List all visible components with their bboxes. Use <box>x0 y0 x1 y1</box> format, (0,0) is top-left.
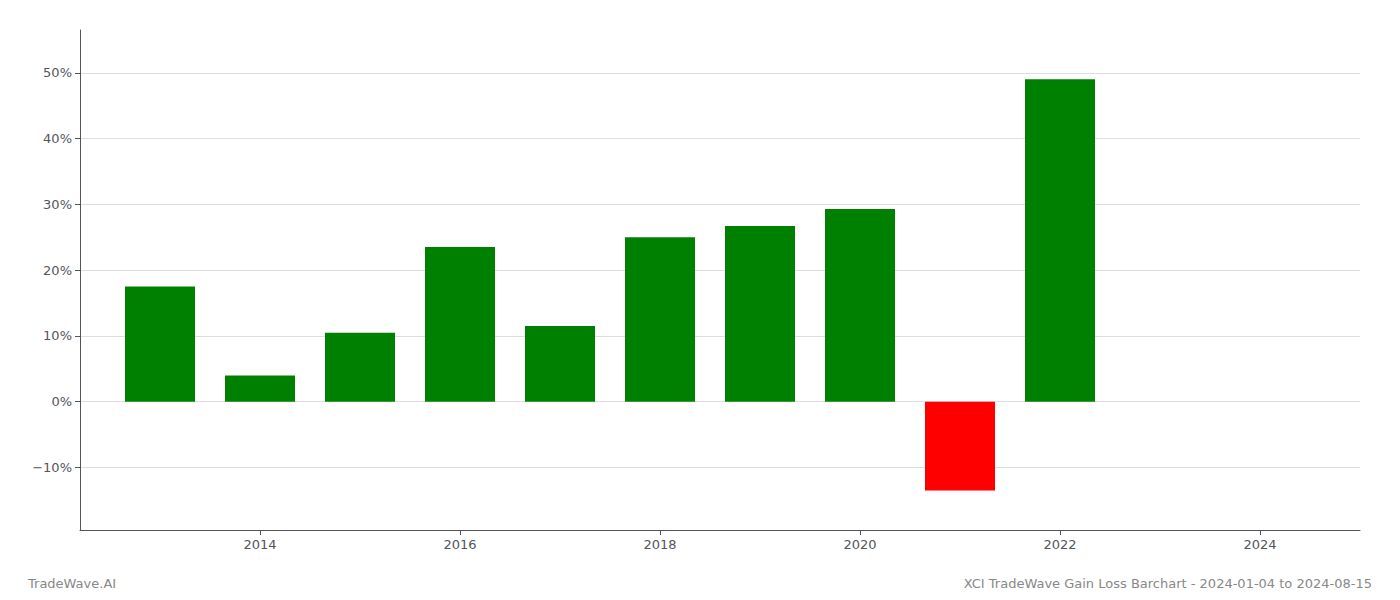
svg-text:TradeWave.AI: TradeWave.AI <box>27 576 116 591</box>
svg-text:2024: 2024 <box>1243 537 1276 552</box>
svg-text:20%: 20% <box>43 263 72 278</box>
svg-text:2018: 2018 <box>643 537 676 552</box>
svg-text:XCI TradeWave Gain Loss Barcha: XCI TradeWave Gain Loss Barchart - 2024-… <box>964 576 1372 591</box>
svg-text:10%: 10% <box>43 328 72 343</box>
svg-text:−10%: −10% <box>32 460 72 475</box>
svg-text:0%: 0% <box>51 394 72 409</box>
svg-text:30%: 30% <box>43 197 72 212</box>
svg-text:2020: 2020 <box>843 537 876 552</box>
svg-text:2014: 2014 <box>243 537 276 552</box>
svg-text:50%: 50% <box>43 65 72 80</box>
svg-text:40%: 40% <box>43 131 72 146</box>
svg-text:2022: 2022 <box>1043 537 1076 552</box>
svg-text:2016: 2016 <box>443 537 476 552</box>
